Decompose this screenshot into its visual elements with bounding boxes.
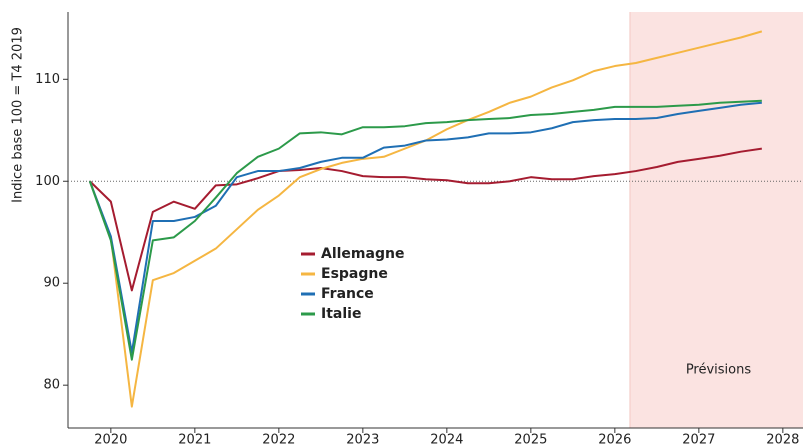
- x-tick-label: 2026: [598, 433, 631, 446]
- x-tick-label: 2024: [430, 433, 463, 446]
- x-tick-label: 2021: [178, 433, 211, 446]
- x-tick-label: 2020: [94, 433, 127, 446]
- x-tick-label: 2022: [262, 433, 295, 446]
- forecast-band: [629, 12, 803, 428]
- series-line: [89, 147, 762, 292]
- legend-label: Allemagne: [321, 246, 404, 262]
- legend-label: France: [321, 286, 374, 302]
- x-tick-label: 2025: [514, 433, 547, 446]
- y-tick-label: 110: [35, 72, 60, 87]
- legend-label: Espagne: [321, 266, 388, 282]
- y-tick-label: 100: [35, 174, 60, 189]
- y-tick-label: 90: [43, 276, 60, 291]
- x-tick-label: 2028: [766, 433, 799, 446]
- forecast-label: Prévisions: [686, 363, 752, 378]
- x-tick-label: 2023: [346, 433, 379, 446]
- x-tick-label: 2027: [682, 433, 715, 446]
- y-axis-label: Indice base 100 = T4 2019: [11, 27, 26, 203]
- y-tick-label: 80: [43, 378, 60, 393]
- legend-label: Italie: [321, 306, 361, 322]
- series-line: [88, 99, 762, 361]
